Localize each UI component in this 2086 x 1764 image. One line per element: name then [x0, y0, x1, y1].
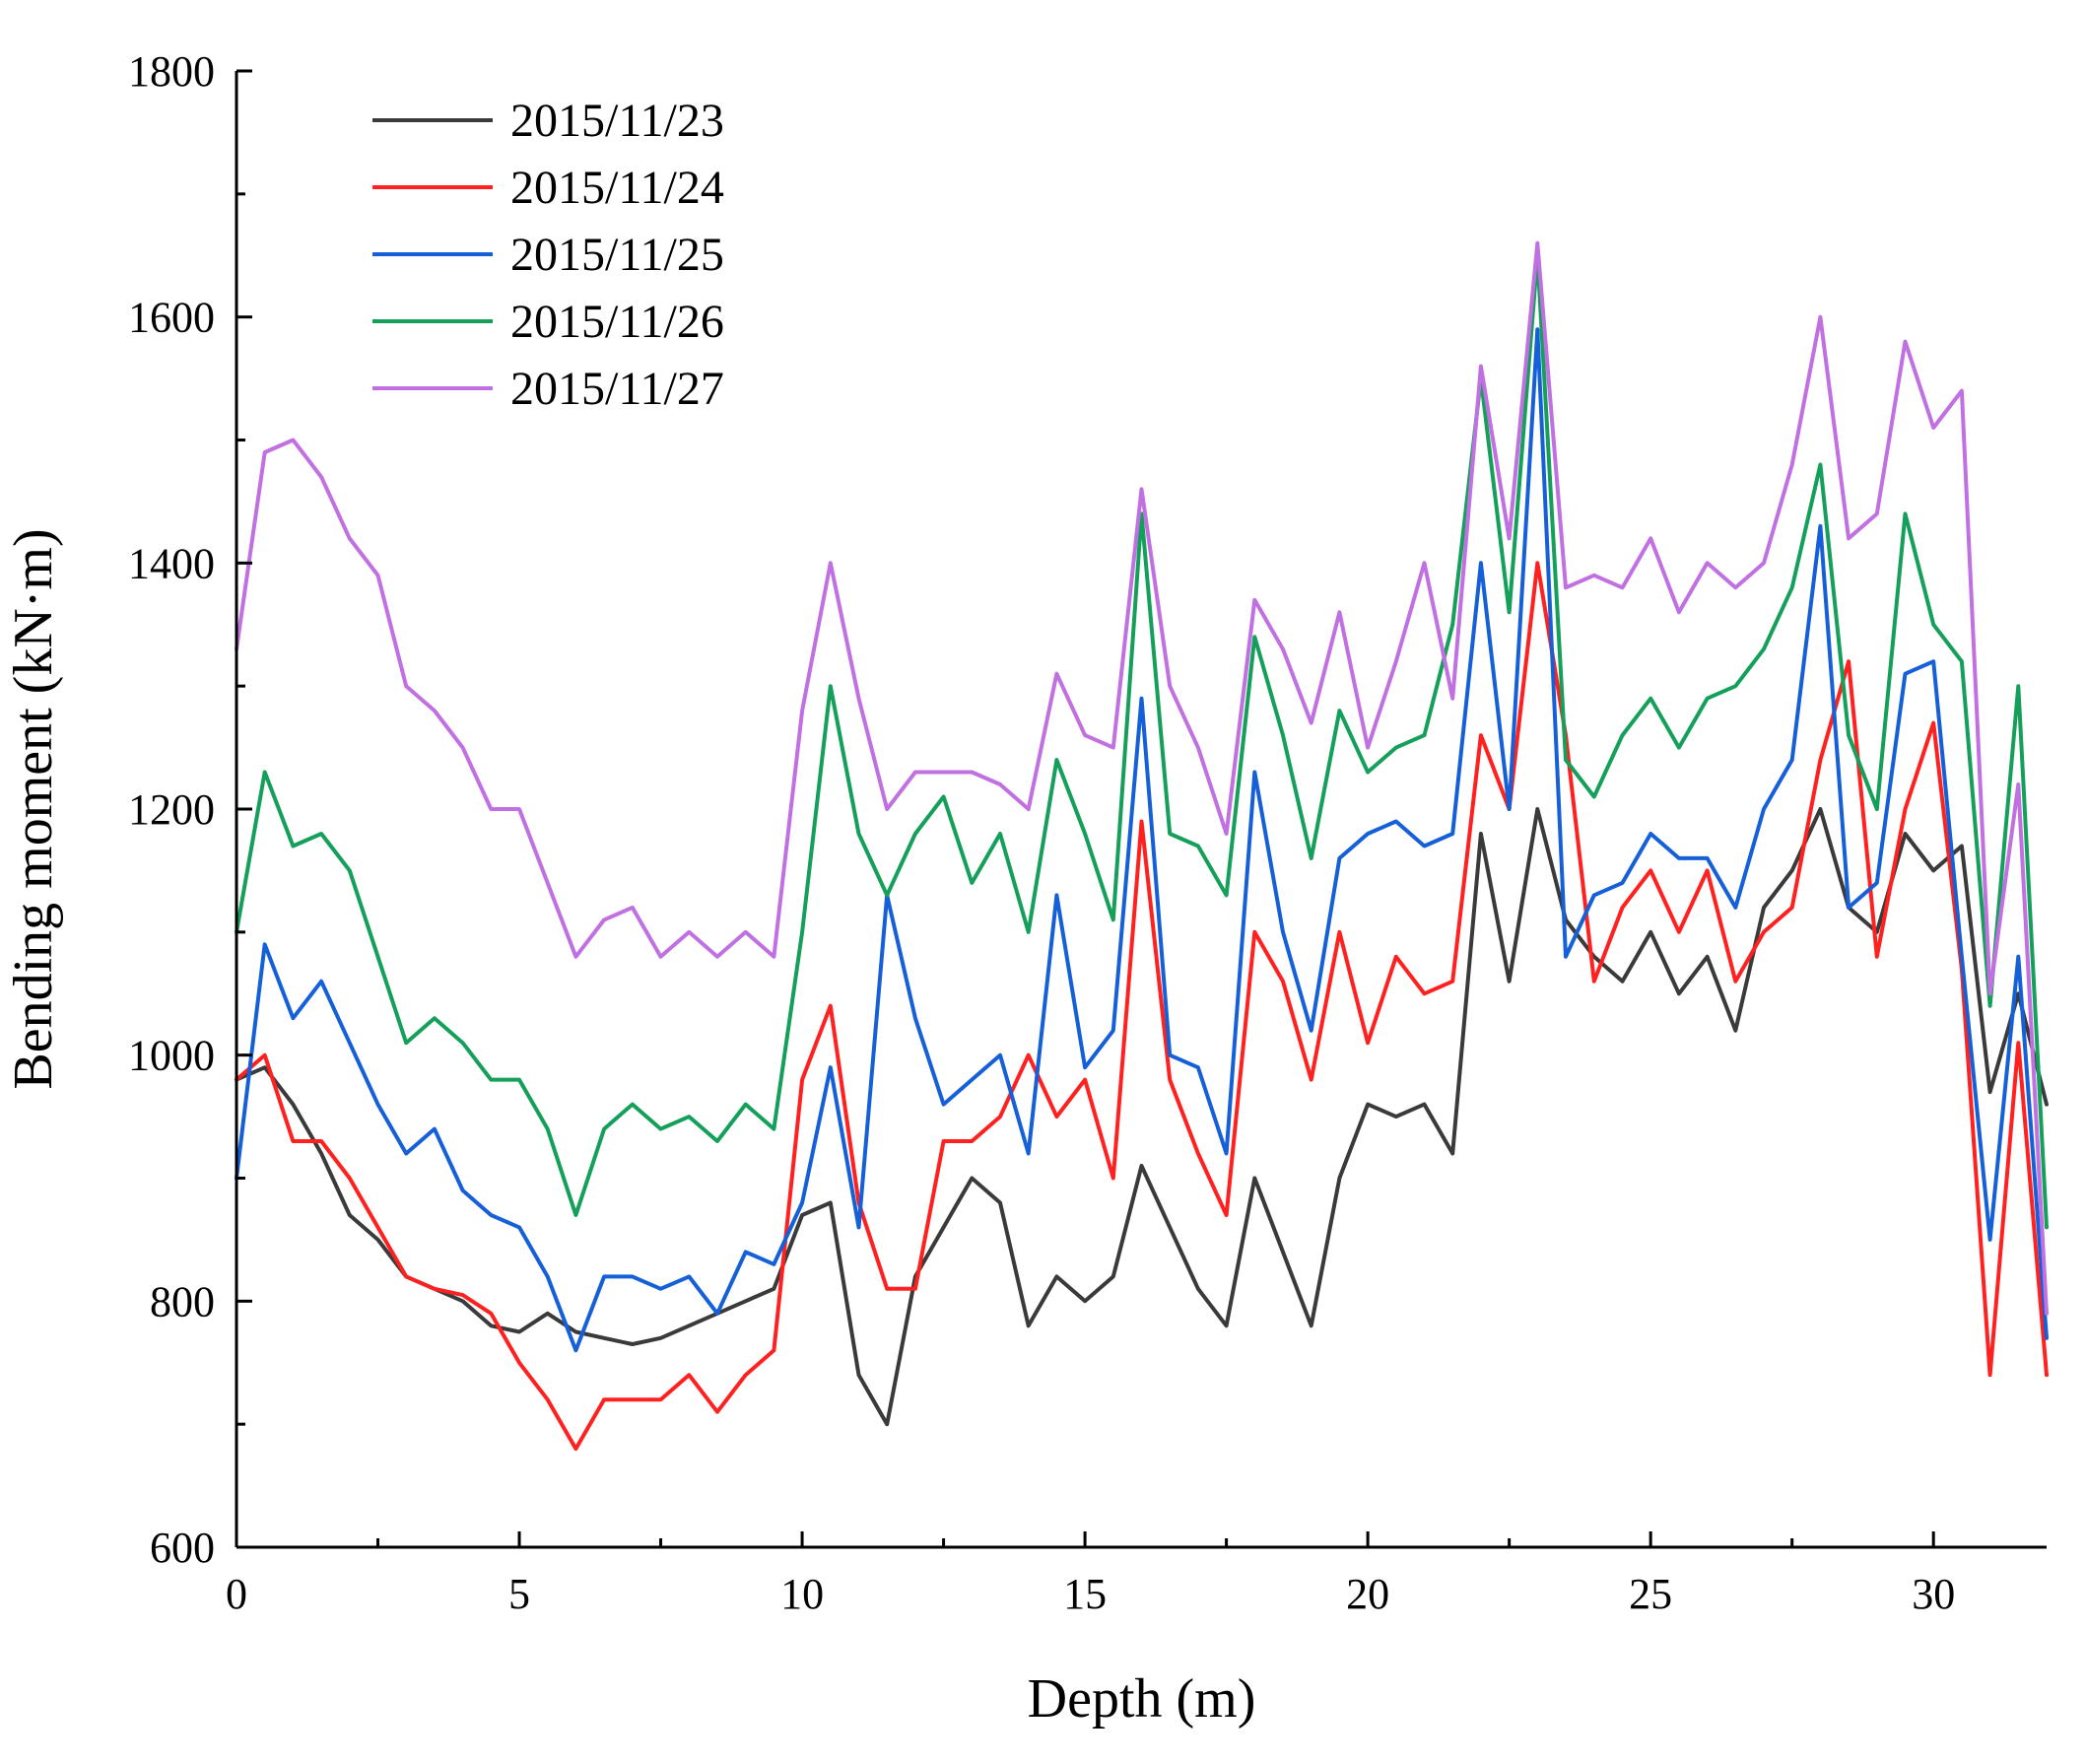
legend-label: 2015/11/23: [510, 95, 724, 147]
legend-label: 2015/11/26: [510, 296, 724, 348]
series-line-2015-11-26: [235, 253, 2049, 1230]
x-tick-label: 20: [1346, 1570, 1389, 1618]
x-tick-label: 25: [1629, 1570, 1672, 1618]
legend-label: 2015/11/24: [510, 162, 724, 214]
x-axis-ticks: 0 5 10 15 20 25 30: [226, 1531, 1955, 1618]
legend-label: 2015/11/25: [510, 229, 724, 281]
plot-lines: [235, 240, 2049, 1452]
y-tick-label: 1800: [128, 47, 215, 96]
y-tick-label: 600: [150, 1524, 215, 1572]
y-axis-ticks: 600 800 1000 1200 1400 1600 1800: [128, 47, 252, 1572]
y-tick-label: 1200: [128, 785, 215, 834]
y-tick-label: 800: [150, 1277, 215, 1325]
y-tick-label: 1600: [128, 294, 215, 342]
y-tick-label: 1000: [128, 1032, 215, 1080]
y-tick-label: 1400: [128, 539, 215, 587]
x-axis-title: Depth (m): [1028, 1668, 1256, 1730]
legend: 2015/11/23 2015/11/24 2015/11/25 2015/11/26…: [372, 95, 724, 415]
x-tick-label: 10: [780, 1570, 824, 1618]
series-line-2015-11-24: [235, 561, 2049, 1452]
x-tick-label: 15: [1063, 1570, 1107, 1618]
y-axis-title: Bending moment (kN·m): [3, 528, 64, 1089]
series-line-2015-11-23: [235, 807, 2049, 1427]
series-line-2015-11-27: [235, 240, 2049, 1316]
x-tick-label: 0: [226, 1570, 247, 1618]
x-tick-label: 5: [508, 1570, 530, 1618]
series-line-2015-11-25: [235, 327, 2049, 1353]
legend-label: 2015/11/27: [510, 363, 724, 415]
x-tick-label: 30: [1912, 1570, 1955, 1618]
